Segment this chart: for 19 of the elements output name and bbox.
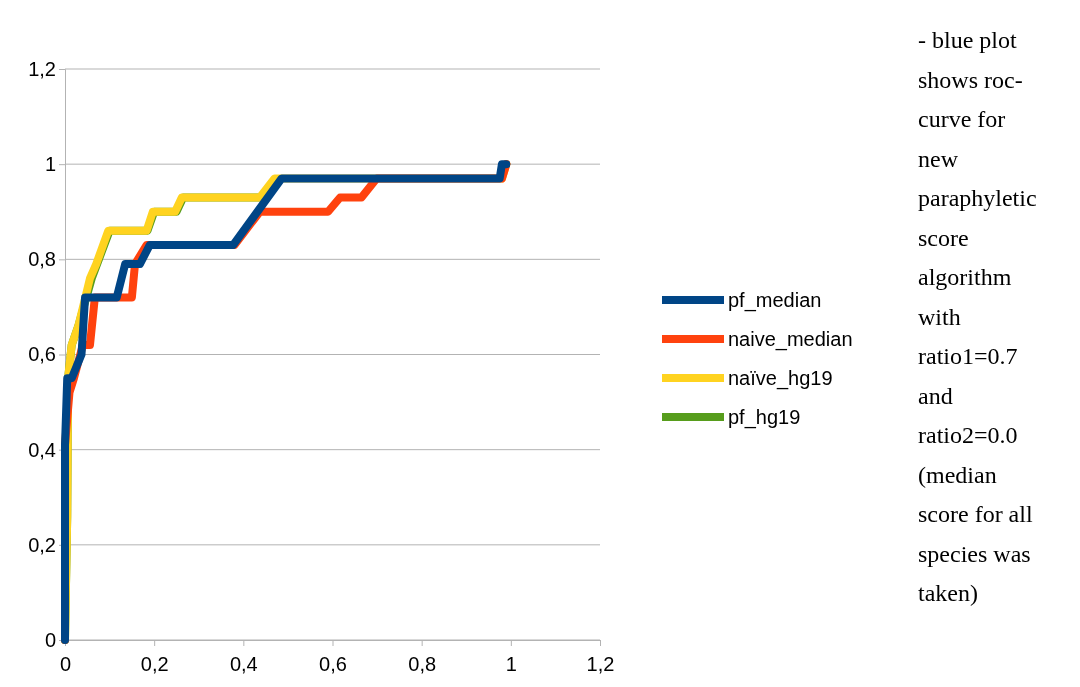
x-tick-label: 0,8 <box>408 653 437 675</box>
x-tick-label: 0 <box>59 653 72 675</box>
legend-label: naive_median <box>728 328 853 351</box>
y-tick-label: 1,2 <box>28 57 56 80</box>
legend-label: pf_median <box>728 289 822 312</box>
x-tick-label: 1 <box>505 653 517 675</box>
legend-label: pf_hg19 <box>728 406 801 429</box>
y-tick-label: 0,4 <box>28 438 56 461</box>
y-tick-label: 0,6 <box>28 343 56 366</box>
x-tick-label: 0,6 <box>319 653 347 675</box>
y-tick-label: 1 <box>44 153 56 176</box>
x-tick-label: 1,2 <box>586 653 615 675</box>
legend-label: naïve_hg19 <box>728 367 833 390</box>
x-tick-label: 0,2 <box>140 653 169 675</box>
y-tick-label: 0,8 <box>28 248 56 271</box>
text: - blue plot shows roc-curve for new paraphyletic score algorithm with ratio1=0.7 and ratio2=0.0 (median score for all species was taken) <box>918 27 1037 606</box>
x-tick-label: 0,4 <box>229 653 258 675</box>
y-tick-label: 0 <box>44 628 56 651</box>
y-tick-label: 0,2 <box>28 533 56 556</box>
